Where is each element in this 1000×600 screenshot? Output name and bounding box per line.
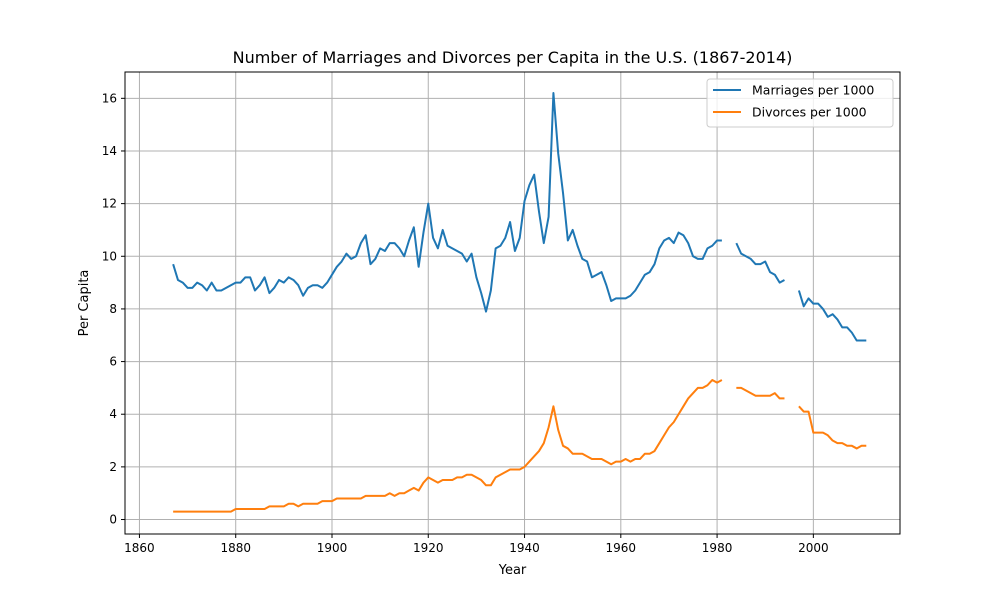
y-tick-label: 8 [109,302,117,316]
axis-ticks: 1860 1880 1900 1920 1940 1960 1980 2000 0 2 4 6 8 10 1… [102,91,829,555]
y-tick-label: 16 [102,91,117,105]
x-axis-label: Year [498,563,527,578]
x-tick-label: 1900 [317,541,348,555]
y-tick-label: 10 [102,249,117,263]
y-axis-label: Per Capita [77,270,92,337]
marriages-line-segment-1 [172,92,722,313]
x-tick-label: 2000 [798,541,829,555]
y-tick-label: 4 [109,407,117,421]
legend-label-marriages: Marriages per 1000 [752,83,874,98]
divorces-line-segment-3 [798,405,867,450]
marriages-line-segment-2 [735,242,785,284]
x-tick-label: 1920 [413,541,444,555]
y-tick-label: 0 [109,513,117,527]
x-tick-label: 1860 [124,541,155,555]
series-lines [172,92,867,513]
y-tick-label: 2 [109,460,117,474]
legend: Marriages per 1000 Divorces per 1000 [706,78,894,128]
grid-lines [125,72,900,534]
chart-title: Number of Marriages and Divorces per Cap… [233,48,793,67]
legend-label-divorces: Divorces per 1000 [752,105,867,120]
x-tick-label: 1980 [702,541,733,555]
legend-box [706,78,894,128]
marriages-line-segment-3 [797,290,867,342]
divorces-line-segment-2 [736,386,785,400]
plot-area-frame [124,71,901,535]
x-tick-label: 1880 [220,541,251,555]
y-tick-label: 6 [109,355,117,369]
y-tick-label: 14 [102,144,117,158]
y-tick-label: 12 [102,197,117,211]
x-tick-label: 1960 [606,541,637,555]
x-tick-label: 1940 [509,541,540,555]
divorces-line-segment-1 [173,379,723,513]
